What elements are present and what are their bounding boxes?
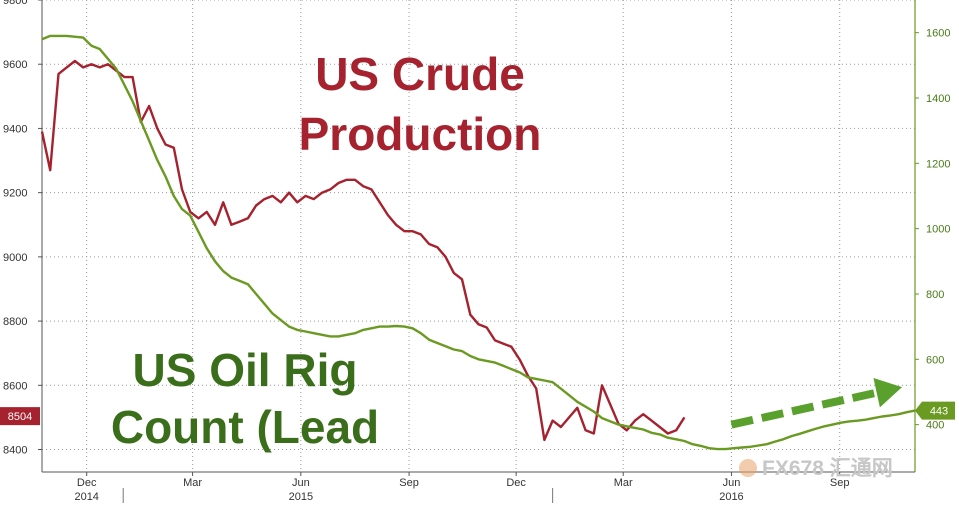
year-label: 2016 — [719, 491, 743, 503]
crude-annotation-line1: US Crude — [315, 48, 525, 100]
left-tick-label: 9400 — [3, 123, 27, 135]
year-label: 2014 — [74, 491, 98, 503]
trend-arrow-head — [873, 378, 903, 408]
x-tick-label: Sep — [399, 477, 419, 489]
x-tick-label: Dec — [77, 477, 97, 489]
rig-current-value-badge — [915, 401, 955, 420]
rig-annotation-line2: Count (Lead — [111, 401, 379, 453]
year-label: 2015 — [289, 491, 313, 503]
left-tick-label: 8400 — [3, 445, 27, 457]
x-tick-label: Sep — [830, 477, 850, 489]
trend-arrow — [730, 378, 903, 429]
right-tick-label: 800 — [926, 289, 944, 301]
left-tick-label: 9600 — [3, 59, 27, 71]
right-tick-label: 1400 — [926, 93, 950, 105]
right-tick-label: 400 — [926, 420, 944, 432]
x-tick-label: Mar — [614, 477, 633, 489]
x-tick-label: Jun — [292, 477, 310, 489]
watermark: FX678 汇通网 — [739, 457, 893, 480]
left-tick-label: 8600 — [3, 380, 27, 392]
rig-annotation-line1: US Oil Rig — [133, 344, 358, 396]
right-tick-label: 1000 — [926, 224, 950, 236]
right-tick-label: 1200 — [926, 158, 950, 170]
x-tick-label: Dec — [506, 477, 526, 489]
watermark-logo-icon — [739, 459, 757, 477]
left-tick-label: 9200 — [3, 188, 27, 200]
crude-annotation-line2: Production — [299, 108, 542, 160]
series-layer — [40, 34, 916, 451]
trend-arrow-shaft — [730, 388, 878, 429]
left-tick-label: 9000 — [3, 252, 27, 264]
rig-count-line — [41, 34, 916, 451]
watermark-text: FX678 汇通网 — [762, 457, 893, 480]
crude-current-value-badge — [0, 407, 40, 426]
left-tick-label: 9800 — [3, 0, 27, 7]
right-tick-label: 600 — [926, 354, 944, 366]
right-tick-label: 1600 — [926, 28, 950, 40]
left-tick-label: 8800 — [3, 316, 27, 328]
rig-current-value-label: 443 — [930, 406, 948, 418]
crude-current-value-label: 8504 — [8, 411, 32, 423]
x-tick-label: Mar — [183, 477, 202, 489]
gridlines — [42, 0, 915, 472]
x-tick-label: Jun — [723, 477, 741, 489]
crude-production-line — [40, 59, 686, 442]
